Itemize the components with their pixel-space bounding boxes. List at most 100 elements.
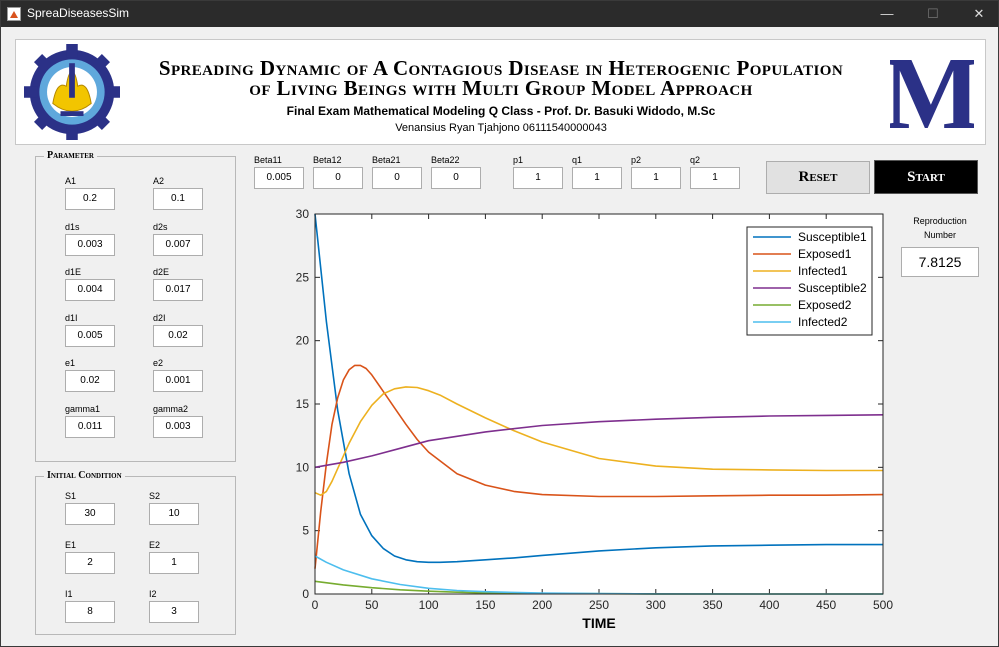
title-bar: SpreaDiseasesSim — ☐ ✕ xyxy=(1,1,998,27)
param-d1s-label: d1s xyxy=(65,221,80,232)
init-s2-label: S2 xyxy=(149,491,161,501)
maximize-button[interactable]: ☐ xyxy=(927,6,939,21)
matlab-icon xyxy=(7,7,21,21)
x-tick-label: 500 xyxy=(873,598,893,612)
param-e1-input[interactable]: 0.02 xyxy=(65,370,115,392)
field-beta12-label: Beta12 xyxy=(313,155,342,165)
author-line: Venansius Ryan Tjahjono 06111540000043 xyxy=(395,122,607,134)
init-s2-input[interactable]: 10 xyxy=(149,503,199,525)
legend-entry: Infected1 xyxy=(798,264,848,278)
simulation-chart: 0 50 100 150 200 250 300 350 400 450 500 0 5 10 15 20 25… xyxy=(296,207,894,631)
x-tick-label: 200 xyxy=(532,598,552,612)
series-line-exposed1 xyxy=(314,364,884,569)
field-q2-input[interactable]: 1 xyxy=(690,167,740,189)
x-tick-label: 150 xyxy=(475,598,495,612)
param-a2-label: A2 xyxy=(153,176,165,186)
field-beta22-input[interactable]: 0 xyxy=(431,167,481,189)
title-line-1: Spreading Dynamic of A Contagious Diseas… xyxy=(158,56,844,80)
minimize-button[interactable]: — xyxy=(880,6,894,21)
field-beta11-label: Beta11 xyxy=(254,155,282,165)
init-s1-input[interactable]: 30 xyxy=(65,503,115,525)
param-d1e-label: d1E xyxy=(65,267,82,277)
param-a1-label: A1 xyxy=(65,176,77,186)
x-tick-label: 50 xyxy=(365,598,379,612)
param-d1i-input[interactable]: 0.005 xyxy=(65,324,115,347)
init-i2-input[interactable]: 3 xyxy=(149,601,199,623)
legend-entry: Susceptible1 xyxy=(798,230,867,244)
param-d1e-input[interactable]: 0.004 xyxy=(65,279,115,301)
init-i1-input[interactable]: 8 xyxy=(65,601,115,623)
param-gamma2-input[interactable]: 0.003 xyxy=(153,415,203,438)
parameter-panel: Parameter A1 0.2 A2 0.1 d1s 0.003 d2s 0.007 d1E 0… xyxy=(35,150,236,462)
param-d1s-input[interactable]: 0.003 xyxy=(65,233,115,256)
param-e2-input[interactable]: 0.001 xyxy=(153,370,203,392)
header-panel: Spreading Dynamic of A Contagious Diseas… xyxy=(15,39,986,145)
param-gamma1-input[interactable]: 0.011 xyxy=(65,415,115,438)
series-line-susceptible2 xyxy=(314,414,884,469)
init-s1-label: S1 xyxy=(65,491,77,501)
field-p1-input[interactable]: 1 xyxy=(513,167,563,189)
legend-entry: Exposed1 xyxy=(798,247,852,261)
param-a1-input[interactable]: 0.2 xyxy=(65,188,115,210)
init-e2-input[interactable]: 1 xyxy=(149,552,199,574)
x-tick-label: 250 xyxy=(589,598,609,612)
legend-entry: Infected2 xyxy=(798,315,848,329)
y-tick-label: 5 xyxy=(302,524,309,538)
initial-condition-panel: Initial Condition S1 30 S2 10 E1 2 E2 1 I1 8 I2 3 xyxy=(35,470,236,635)
field-p2-label: p2 xyxy=(631,155,642,165)
x-tick-label: 100 xyxy=(419,598,439,612)
plot-frame xyxy=(314,213,884,595)
series-line-infected1 xyxy=(314,386,883,497)
field-beta12-input[interactable]: 0 xyxy=(313,167,363,189)
reproduction-label-line2: Number xyxy=(923,230,956,240)
reproduction-number-label: Reproduction Number xyxy=(897,214,983,242)
series-line-susceptible1 xyxy=(314,213,883,564)
y-tick-label: 30 xyxy=(296,207,310,221)
field-beta21-label: Beta21 xyxy=(372,155,401,165)
param-d2e-input[interactable]: 0.017 xyxy=(153,279,203,301)
title-line-2: of Living Beings with Multi Group Model … xyxy=(249,76,753,100)
m-logo-letter: M xyxy=(890,48,974,134)
reproduction-label-line1: Reproduction xyxy=(913,216,967,226)
reproduction-number-value: 7.8125 xyxy=(901,247,979,277)
param-a2-input[interactable]: 0.1 xyxy=(153,188,203,210)
subtitle: Final Exam Mathematical Modeling Q Class… xyxy=(286,104,716,118)
y-tick-label: 10 xyxy=(296,460,310,474)
initial-condition-panel-title: Initial Condition xyxy=(44,470,125,481)
field-beta21-input[interactable]: 0 xyxy=(372,167,422,189)
field-beta11-input[interactable]: 0.005 xyxy=(254,167,304,189)
field-beta22-label: Beta22 xyxy=(431,155,460,165)
x-tick-label: 400 xyxy=(759,598,779,612)
x-axis-label: TIME xyxy=(582,615,615,631)
field-q1-input[interactable]: 1 xyxy=(572,167,622,189)
legend-entry: Susceptible2 xyxy=(798,281,867,295)
start-button[interactable]: Start xyxy=(874,160,978,194)
x-tick-label: 450 xyxy=(816,598,836,612)
field-q1-label: q1 xyxy=(572,155,583,165)
init-i1-label: I1 xyxy=(65,589,73,599)
field-q2-label: q2 xyxy=(690,155,701,165)
init-e2-label: E2 xyxy=(149,540,161,550)
reset-button[interactable]: Reset xyxy=(766,161,870,194)
init-e1-label: E1 xyxy=(65,540,77,550)
its-logo-icon xyxy=(24,44,120,140)
legend-entry: Exposed2 xyxy=(798,298,852,312)
init-e1-input[interactable]: 2 xyxy=(65,552,115,574)
y-tick-label: 25 xyxy=(296,270,310,284)
param-d2i-input[interactable]: 0.02 xyxy=(153,324,203,347)
close-button[interactable]: ✕ xyxy=(973,6,985,21)
param-e2-label: e2 xyxy=(153,358,164,368)
param-d1i-label: d1I xyxy=(65,312,78,323)
legend-box xyxy=(746,226,873,336)
param-d2s-input[interactable]: 0.007 xyxy=(153,233,203,256)
param-e1-label: e1 xyxy=(65,358,76,368)
init-i2-label: I2 xyxy=(149,589,157,599)
window-title: SpreaDiseasesSim xyxy=(27,6,130,20)
param-gamma2-label: gamma2 xyxy=(153,403,189,414)
y-tick-label: 20 xyxy=(296,334,310,348)
field-p2-input[interactable]: 1 xyxy=(631,167,681,189)
y-tick-label: 15 xyxy=(296,397,310,411)
x-tick-label: 350 xyxy=(703,598,723,612)
x-tick-label: 300 xyxy=(646,598,666,612)
